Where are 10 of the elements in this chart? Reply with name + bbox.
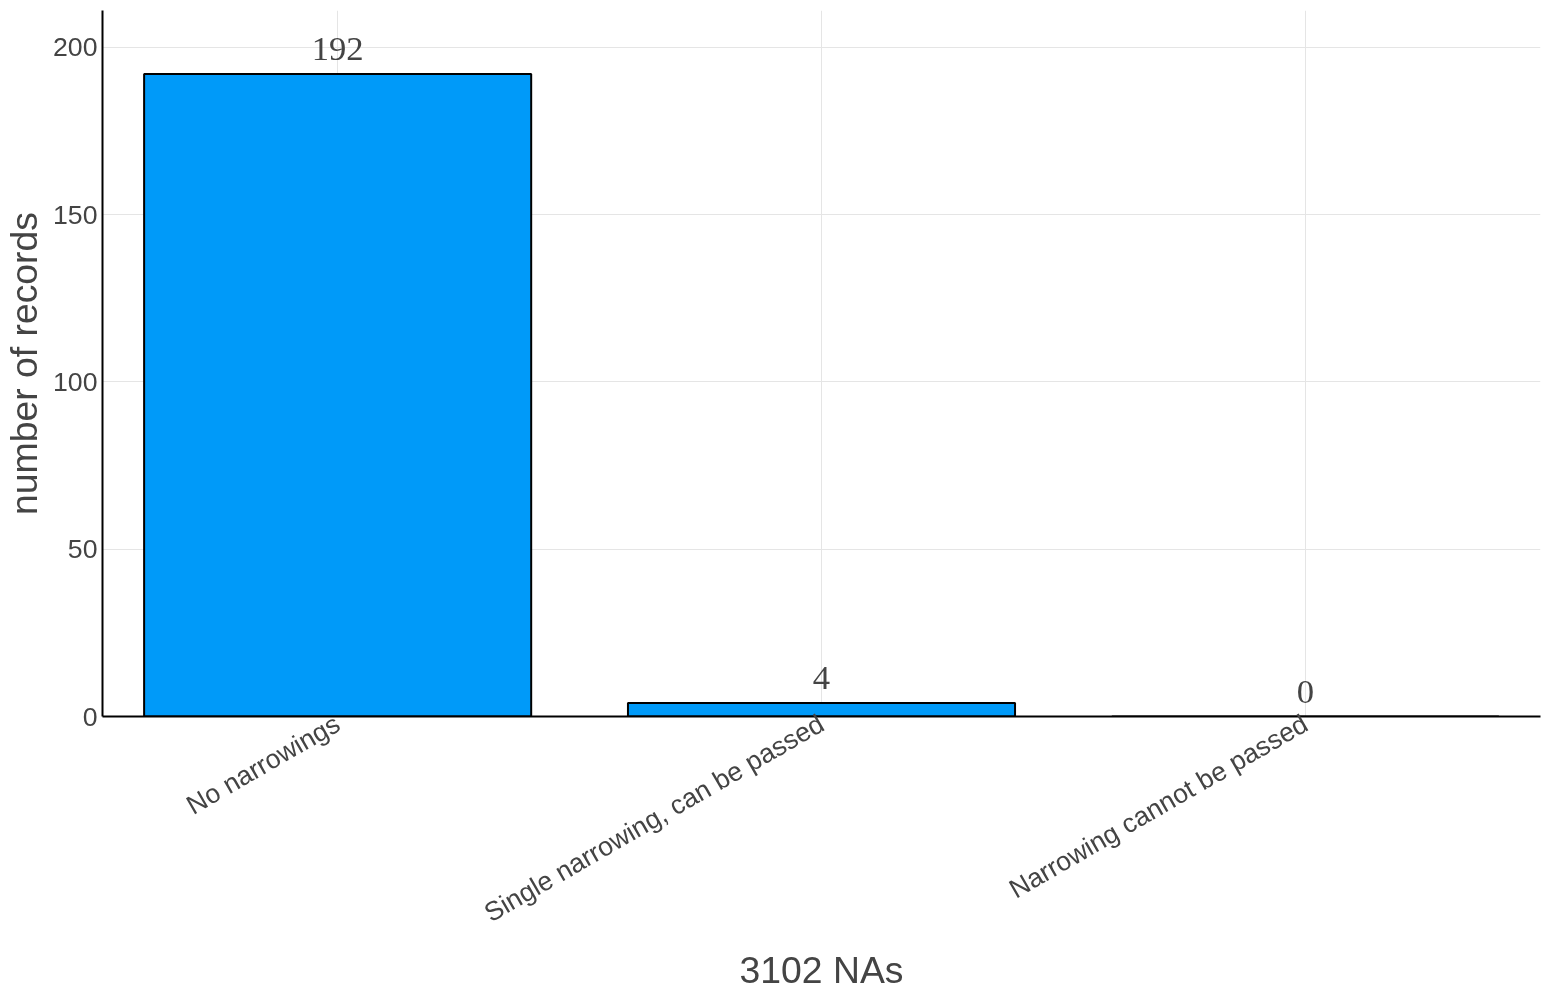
y-tick-label: 50 [67, 534, 98, 565]
data-label: 0 [1296, 671, 1315, 710]
y-tick-label: 200 [53, 32, 98, 63]
y-tick-label: 100 [53, 366, 98, 397]
data-label: 4 [812, 658, 831, 697]
y-axis-title: number of records [3, 212, 46, 515]
data-label: 192 [311, 29, 364, 68]
y-tick-label: 150 [53, 199, 98, 230]
x-axis-title: 3102 NAs [739, 948, 904, 991]
y-tick-label: 0 [82, 701, 98, 732]
